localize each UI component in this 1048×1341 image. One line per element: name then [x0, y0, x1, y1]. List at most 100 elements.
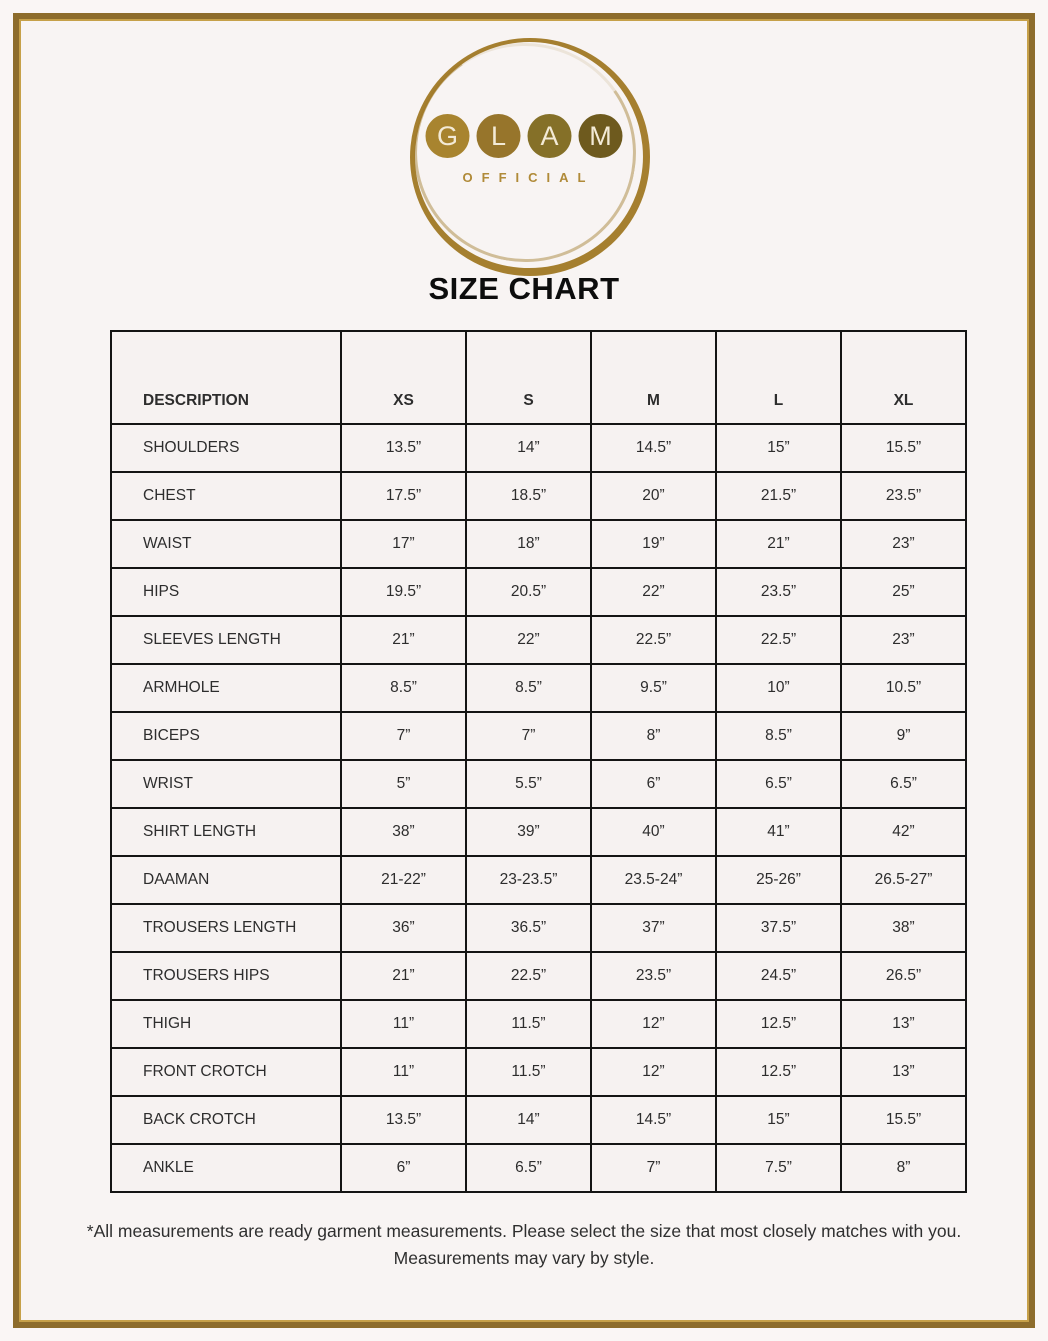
row-label: BICEPS	[110, 711, 342, 761]
col-header-size-s: S	[465, 330, 592, 425]
row-label: TROUSERS HIPS	[110, 951, 342, 1001]
row-label: WAIST	[110, 519, 342, 569]
table-row: TROUSERS HIPS 21” 22.5” 23.5” 24.5” 26.5”	[110, 951, 967, 1001]
cell-value: 10”	[715, 663, 842, 713]
table-row: SHIRT LENGTH 38” 39” 40” 41” 42”	[110, 807, 967, 857]
table-row: SLEEVES LENGTH 21” 22” 22.5” 22.5” 23”	[110, 615, 967, 665]
cell-value: 6”	[340, 1143, 467, 1193]
row-label: THIGH	[110, 999, 342, 1049]
cell-value: 21”	[340, 615, 467, 665]
cell-value: 23”	[840, 615, 967, 665]
cell-value: 5.5”	[465, 759, 592, 809]
row-label: SHOULDERS	[110, 423, 342, 473]
cell-value: 15”	[715, 1095, 842, 1145]
cell-value: 22”	[590, 567, 717, 617]
cell-value: 23-23.5”	[465, 855, 592, 905]
cell-value: 14”	[465, 423, 592, 473]
cell-value: 24.5”	[715, 951, 842, 1001]
cell-value: 6.5”	[715, 759, 842, 809]
row-label: CHEST	[110, 471, 342, 521]
table-row: WAIST 17” 18” 19” 21” 23”	[110, 519, 967, 569]
row-label: WRIST	[110, 759, 342, 809]
cell-value: 22”	[465, 615, 592, 665]
row-label: SLEEVES LENGTH	[110, 615, 342, 665]
cell-value: 23.5-24”	[590, 855, 717, 905]
logo-letter-circle: G	[425, 114, 470, 158]
table-row: ARMHOLE 8.5” 8.5” 9.5” 10” 10.5”	[110, 663, 967, 713]
cell-value: 14.5”	[590, 423, 717, 473]
cell-value: 22.5”	[465, 951, 592, 1001]
col-header-description: DESCRIPTION	[110, 330, 342, 425]
cell-value: 15.5”	[840, 1095, 967, 1145]
cell-value: 25”	[840, 567, 967, 617]
cell-value: 7”	[590, 1143, 717, 1193]
table-row: FRONT CROTCH 11” 11.5” 12” 12.5” 13”	[110, 1047, 967, 1097]
logo-letter-circle: L	[476, 114, 521, 158]
row-label: BACK CROTCH	[110, 1095, 342, 1145]
cell-value: 23.5”	[715, 567, 842, 617]
cell-value: 36”	[340, 903, 467, 953]
page-title: SIZE CHART	[428, 271, 620, 306]
size-chart-table: DESCRIPTION XS S M L XL SHOULDERS 13.5” 14” 14.5…	[110, 330, 967, 1193]
cell-value: 11.5”	[465, 1047, 592, 1097]
row-label: TROUSERS LENGTH	[110, 903, 342, 953]
cell-value: 41”	[715, 807, 842, 857]
table-row: ANKLE 6” 6.5” 7” 7.5” 8”	[110, 1143, 967, 1193]
cell-value: 13”	[840, 1047, 967, 1097]
cell-value: 10.5”	[840, 663, 967, 713]
table-body: SHOULDERS 13.5” 14” 14.5” 15” 15.5” CHEST 17.5”…	[110, 423, 967, 1193]
cell-value: 42”	[840, 807, 967, 857]
cell-value: 39”	[465, 807, 592, 857]
cell-value: 37”	[590, 903, 717, 953]
cell-value: 40”	[590, 807, 717, 857]
cell-value: 12”	[590, 1047, 717, 1097]
cell-value: 36.5”	[465, 903, 592, 953]
cell-value: 14.5”	[590, 1095, 717, 1145]
col-header-size-xl: XL	[840, 330, 967, 425]
col-header-size-xs: XS	[340, 330, 467, 425]
cell-value: 21-22”	[340, 855, 467, 905]
cell-value: 21.5”	[715, 471, 842, 521]
cell-value: 23.5”	[840, 471, 967, 521]
cell-value: 9.5”	[590, 663, 717, 713]
cell-value: 14”	[465, 1095, 592, 1145]
cell-value: 11.5”	[465, 999, 592, 1049]
table-row: DAAMAN 21-22” 23-23.5” 23.5-24” 25-26” 26.5-2…	[110, 855, 967, 905]
cell-value: 8.5”	[715, 711, 842, 761]
cell-value: 9”	[840, 711, 967, 761]
cell-value: 15”	[715, 423, 842, 473]
cell-value: 13”	[840, 999, 967, 1049]
table-row: CHEST 17.5” 18.5” 20” 21.5” 23.5”	[110, 471, 967, 521]
row-label: SHIRT LENGTH	[110, 807, 342, 857]
cell-value: 18.5”	[465, 471, 592, 521]
cell-value: 8.5”	[465, 663, 592, 713]
table-row: SHOULDERS 13.5” 14” 14.5” 15” 15.5”	[110, 423, 967, 473]
cell-value: 17.5”	[340, 471, 467, 521]
logo-letter-circle: M	[578, 114, 623, 158]
row-label: ARMHOLE	[110, 663, 342, 713]
row-label: ANKLE	[110, 1143, 342, 1193]
cell-value: 19.5”	[340, 567, 467, 617]
footer-line-1: *All measurements are ready garment meas…	[86, 1221, 962, 1241]
cell-value: 8.5”	[340, 663, 467, 713]
row-label: HIPS	[110, 567, 342, 617]
footer-note: *All measurements are ready garment meas…	[0, 1218, 1048, 1272]
cell-value: 23.5”	[590, 951, 717, 1001]
cell-value: 26.5-27”	[840, 855, 967, 905]
cell-value: 15.5”	[840, 423, 967, 473]
cell-value: 20.5”	[465, 567, 592, 617]
cell-value: 12”	[590, 999, 717, 1049]
cell-value: 25-26”	[715, 855, 842, 905]
cell-value: 26.5”	[840, 951, 967, 1001]
cell-value: 12.5”	[715, 1047, 842, 1097]
cell-value: 18”	[465, 519, 592, 569]
row-label: DAAMAN	[110, 855, 342, 905]
cell-value: 37.5”	[715, 903, 842, 953]
logo-subtitle: OFFICIAL	[462, 170, 595, 185]
table-row: THIGH 11” 11.5” 12” 12.5” 13”	[110, 999, 967, 1049]
table-row: TROUSERS LENGTH 36” 36.5” 37” 37.5” 38”	[110, 903, 967, 953]
logo-letter-circle: A	[527, 114, 572, 158]
table-row: BACK CROTCH 13.5” 14” 14.5” 15” 15.5”	[110, 1095, 967, 1145]
